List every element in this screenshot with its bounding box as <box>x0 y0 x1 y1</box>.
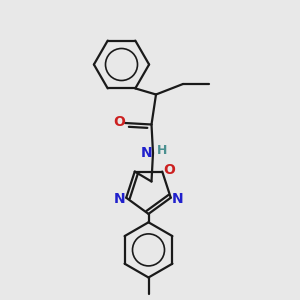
Text: H: H <box>157 144 167 157</box>
Text: N: N <box>141 146 152 160</box>
Text: N: N <box>172 192 183 206</box>
Text: O: O <box>163 163 175 177</box>
Text: N: N <box>114 192 125 206</box>
Text: O: O <box>113 116 125 129</box>
